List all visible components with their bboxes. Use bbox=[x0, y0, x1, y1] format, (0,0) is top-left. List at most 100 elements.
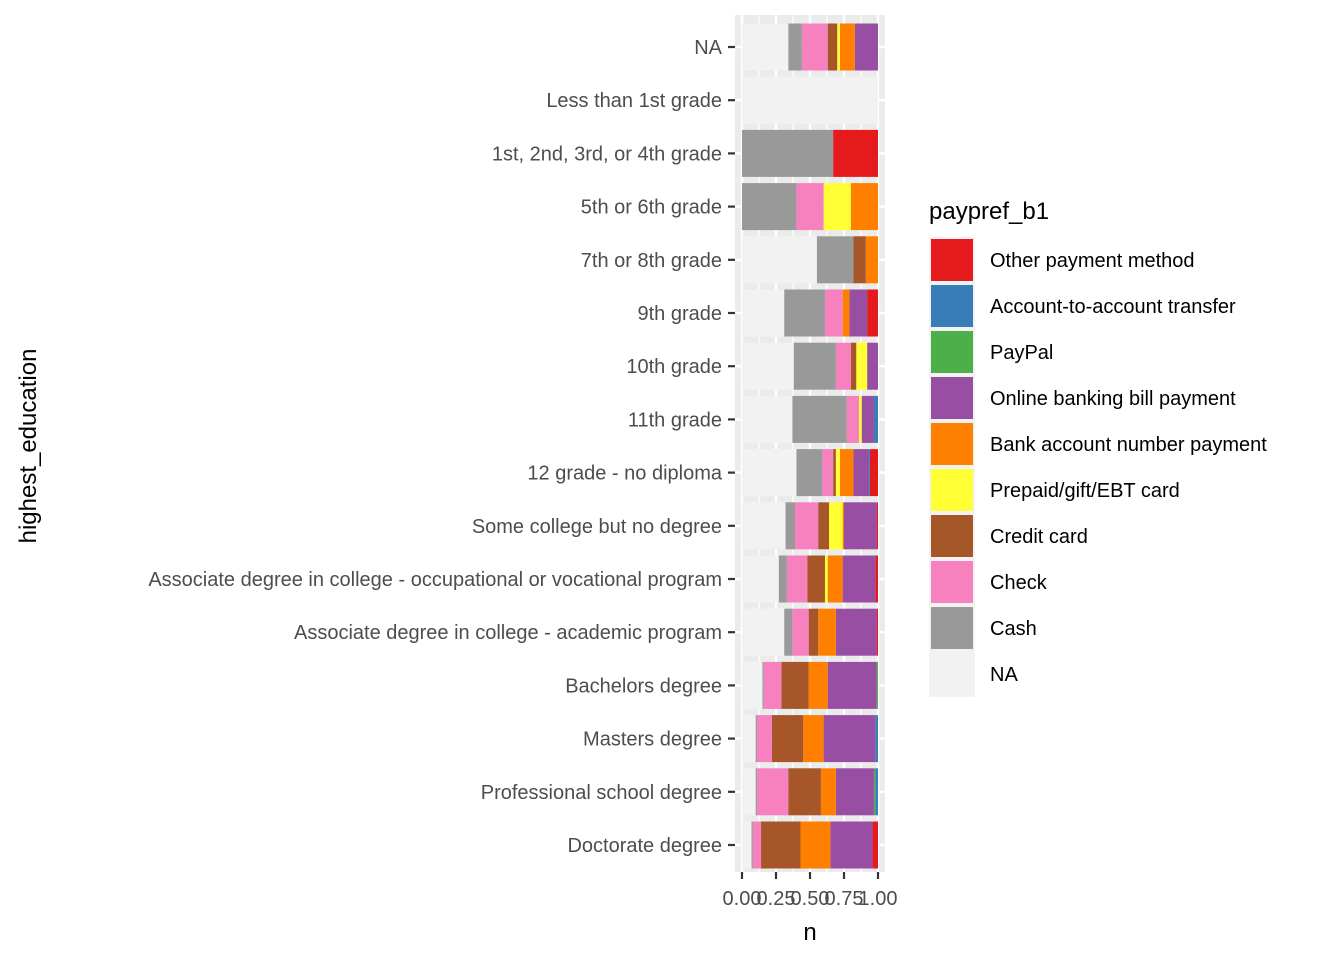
bar-cash bbox=[742, 183, 797, 231]
bar-cash bbox=[778, 555, 787, 603]
bar-online-banking-bill-payment bbox=[853, 449, 869, 497]
bar-bank-account-number-payment bbox=[818, 608, 836, 656]
bar-cash bbox=[762, 661, 764, 709]
bar-na bbox=[742, 502, 786, 550]
bar-prepaid-gift-ebt-card bbox=[824, 555, 828, 603]
y-tick-label: 9th grade bbox=[637, 303, 722, 325]
y-tick-label: 12 grade - no diploma bbox=[527, 463, 722, 485]
bar-other-payment-method bbox=[876, 608, 878, 656]
bar-check bbox=[795, 502, 819, 550]
y-tick-label: 1st, 2nd, 3rd, or 4th grade bbox=[492, 143, 722, 165]
bar-cash bbox=[784, 608, 793, 656]
bar-na bbox=[742, 76, 878, 124]
bar-prepaid-gift-ebt-card bbox=[858, 395, 862, 443]
bar-na bbox=[742, 608, 785, 656]
bar-check bbox=[786, 555, 808, 603]
legend-label: Cash bbox=[990, 618, 1037, 640]
y-tick-label: Associate degree in college - academic p… bbox=[294, 622, 722, 644]
x-tick-label: 0.75 bbox=[825, 888, 864, 910]
legend-swatch bbox=[931, 377, 973, 419]
bar-bank-account-number-payment bbox=[839, 449, 854, 497]
bar-prepaid-gift-ebt-card bbox=[835, 449, 840, 497]
legend-swatch bbox=[931, 285, 973, 327]
y-tick-label: Masters degree bbox=[583, 729, 722, 751]
bar-online-banking-bill-payment bbox=[835, 608, 877, 656]
legend-label: Bank account number payment bbox=[990, 434, 1267, 456]
legend-label: Credit card bbox=[990, 526, 1088, 548]
y-tick-label: NA bbox=[694, 37, 722, 59]
legend-swatch bbox=[931, 469, 973, 511]
legend-swatch bbox=[931, 239, 973, 281]
bar-paypal bbox=[876, 661, 878, 709]
bar-na bbox=[742, 395, 793, 443]
y-tick-label: Associate degree in college - occupation… bbox=[148, 569, 722, 591]
y-tick-label: 5th or 6th grade bbox=[581, 197, 722, 219]
legend-swatch bbox=[931, 653, 973, 695]
bar-other-payment-method bbox=[876, 502, 878, 550]
legend-label: Account-to-account transfer bbox=[990, 296, 1236, 318]
bar-credit-card bbox=[788, 768, 821, 816]
bar-online-banking-bill-payment bbox=[842, 555, 876, 603]
bar-online-banking-bill-payment bbox=[830, 821, 873, 869]
bar-online-banking-bill-payment bbox=[844, 502, 877, 550]
bar-online-banking-bill-payment bbox=[849, 289, 868, 337]
bar-na bbox=[742, 342, 794, 390]
bar-other-payment-method bbox=[872, 821, 878, 869]
bar-credit-card bbox=[761, 821, 801, 869]
bar-bank-account-number-payment bbox=[865, 236, 878, 284]
bar-account-to-account-transfer bbox=[875, 768, 878, 816]
bar-other-payment-method bbox=[869, 449, 878, 497]
bar-bank-account-number-payment bbox=[808, 661, 828, 709]
legend-swatch bbox=[931, 423, 973, 465]
y-tick-label: 11th grade bbox=[628, 409, 722, 431]
legend-label: Prepaid/gift/EBT card bbox=[990, 480, 1180, 502]
bar-check bbox=[822, 449, 834, 497]
bar-bank-account-number-payment bbox=[803, 715, 824, 763]
bar-cash bbox=[784, 289, 825, 337]
bar-bank-account-number-payment bbox=[842, 502, 844, 550]
bar-account-to-account-transfer bbox=[873, 395, 878, 443]
bar-online-banking-bill-payment bbox=[827, 661, 877, 709]
y-tick-label: 10th grade bbox=[626, 356, 722, 378]
bar-credit-card bbox=[771, 715, 804, 763]
bar-na bbox=[742, 768, 756, 816]
y-axis-title: highest_education bbox=[15, 349, 42, 544]
bar-cash bbox=[788, 23, 802, 71]
bar-na bbox=[742, 715, 756, 763]
bar-check bbox=[756, 715, 772, 763]
y-tick-label: Professional school degree bbox=[481, 782, 722, 804]
legend-swatch bbox=[931, 331, 973, 373]
bar-stacks bbox=[742, 23, 878, 869]
bar-cash bbox=[816, 236, 854, 284]
bar-other-payment-method bbox=[833, 129, 878, 177]
legend-swatch bbox=[931, 515, 973, 557]
bar-cash bbox=[742, 129, 834, 177]
legend-swatch bbox=[931, 561, 973, 603]
bar-na bbox=[742, 236, 817, 284]
legend-label: NA bbox=[990, 664, 1018, 686]
bar-cash bbox=[793, 342, 836, 390]
bar-other-payment-method bbox=[875, 555, 878, 603]
x-tick-label: 1.00 bbox=[859, 888, 898, 910]
legend-label: Other payment method bbox=[990, 250, 1195, 272]
bar-credit-card bbox=[818, 502, 830, 550]
legend: paypref_b1 Other payment method Account-t… bbox=[929, 198, 1267, 697]
bar-credit-card bbox=[850, 342, 857, 390]
legend-label: Check bbox=[990, 572, 1048, 594]
bar-bank-account-number-payment bbox=[839, 23, 855, 71]
legend-label: PayPal bbox=[990, 342, 1053, 364]
bar-check bbox=[763, 661, 782, 709]
bar-online-banking-bill-payment bbox=[854, 23, 878, 71]
bar-bank-account-number-payment bbox=[850, 183, 878, 231]
bar-check bbox=[792, 608, 809, 656]
bar-na bbox=[742, 661, 763, 709]
bar-na bbox=[742, 23, 789, 71]
bar-bank-account-number-payment bbox=[820, 768, 836, 816]
bar-prepaid-gift-ebt-card bbox=[823, 183, 851, 231]
bar-na bbox=[742, 555, 779, 603]
bar-cash bbox=[755, 768, 757, 816]
y-tick-label: Doctorate degree bbox=[567, 835, 722, 857]
y-tick-label: Bachelors degree bbox=[565, 675, 722, 697]
bar-na bbox=[742, 289, 785, 337]
